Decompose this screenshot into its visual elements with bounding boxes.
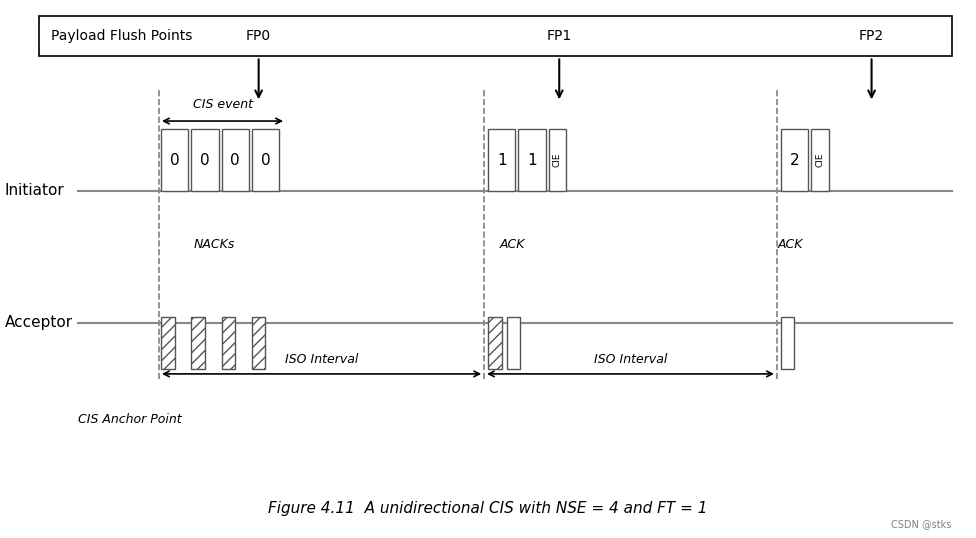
Bar — [222, 317, 235, 369]
Text: CSDN @stks: CSDN @stks — [891, 520, 952, 529]
Text: 0: 0 — [170, 153, 180, 167]
Bar — [549, 129, 566, 191]
Text: CIS event: CIS event — [192, 98, 253, 111]
Text: NACKs: NACKs — [194, 238, 235, 251]
Text: Initiator: Initiator — [5, 183, 64, 199]
Bar — [252, 129, 279, 191]
Bar — [161, 317, 175, 369]
Bar — [39, 16, 952, 56]
Text: Payload Flush Points: Payload Flush Points — [51, 29, 192, 44]
Bar — [518, 129, 546, 191]
Text: CIS Anchor Point: CIS Anchor Point — [78, 413, 182, 426]
Bar — [252, 317, 265, 369]
Text: 2: 2 — [790, 153, 799, 167]
Bar — [161, 129, 188, 191]
Bar — [488, 317, 502, 369]
Bar — [488, 129, 515, 191]
Text: FP2: FP2 — [859, 29, 884, 44]
Bar — [507, 317, 520, 369]
Text: FP1: FP1 — [547, 29, 572, 44]
Bar — [781, 317, 794, 369]
Text: ISO Interval: ISO Interval — [285, 353, 358, 366]
Text: ACK: ACK — [500, 238, 525, 251]
Bar — [222, 129, 249, 191]
Text: ACK: ACK — [778, 238, 803, 251]
Bar — [781, 129, 808, 191]
Bar — [811, 129, 829, 191]
Text: ISO Interval: ISO Interval — [593, 353, 668, 366]
Text: Figure 4.11  A unidirectional CIS with NSE = 4 and FT = 1: Figure 4.11 A unidirectional CIS with NS… — [268, 501, 708, 516]
Bar — [191, 129, 219, 191]
Text: FP0: FP0 — [246, 29, 271, 44]
Text: Acceptor: Acceptor — [5, 315, 73, 330]
Text: 0: 0 — [200, 153, 210, 167]
Text: CIE: CIE — [815, 153, 825, 167]
Text: CIE: CIE — [552, 153, 562, 167]
Text: 1: 1 — [497, 153, 507, 167]
Text: 1: 1 — [527, 153, 537, 167]
Bar — [191, 317, 205, 369]
Text: 0: 0 — [261, 153, 270, 167]
Text: 0: 0 — [230, 153, 240, 167]
